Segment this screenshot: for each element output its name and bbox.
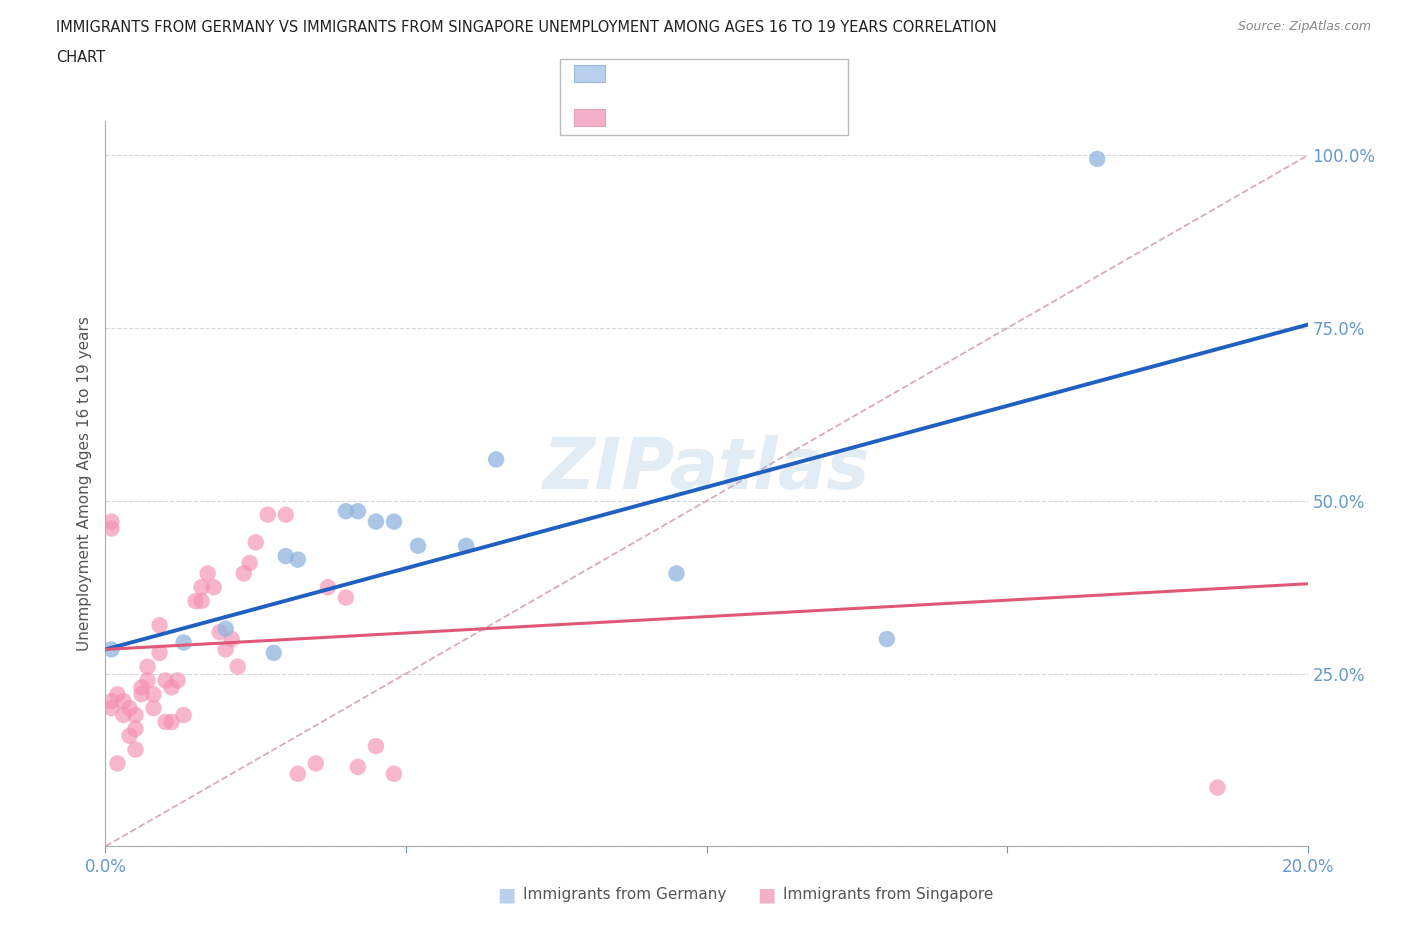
Point (148, 645, 170, 660)
Point (131, 687, 153, 702)
Point (100, 700, 122, 715)
Point (142, 687, 165, 702)
Y-axis label: Unemployment Among Ages 16 to 19 years: Unemployment Among Ages 16 to 19 years (76, 316, 91, 651)
Point (287, 552, 309, 567)
Text: N =: N = (700, 110, 747, 125)
Point (118, 700, 141, 715)
Point (364, 738, 387, 753)
Point (263, 645, 285, 660)
Point (100, 642, 122, 657)
Point (214, 642, 236, 657)
Point (100, 521, 122, 536)
Text: Immigrants from Germany: Immigrants from Germany (523, 887, 727, 902)
Text: 49: 49 (745, 110, 768, 125)
Point (131, 680, 153, 695)
Point (142, 700, 165, 715)
Point (226, 659, 249, 674)
Point (454, 538, 477, 553)
Point (287, 766, 309, 781)
Point (100, 514, 122, 529)
Point (173, 708, 195, 723)
Point (406, 538, 429, 553)
Point (160, 714, 183, 729)
Point (221, 631, 243, 646)
Point (160, 680, 183, 695)
Text: ZIPatlas: ZIPatlas (543, 434, 870, 503)
Point (112, 708, 135, 723)
Point (316, 579, 339, 594)
Text: 0.513: 0.513 (650, 66, 700, 81)
Point (112, 694, 135, 709)
Text: ■: ■ (496, 885, 516, 904)
Point (173, 635, 195, 650)
Point (876, 631, 898, 646)
Point (197, 566, 219, 581)
Point (155, 714, 177, 729)
Point (202, 579, 225, 594)
Text: Immigrants from Singapore: Immigrants from Singapore (783, 887, 994, 902)
Text: R =: R = (616, 110, 651, 125)
Point (274, 549, 297, 564)
Point (335, 591, 357, 605)
Point (118, 728, 141, 743)
Point (335, 504, 357, 519)
Point (347, 760, 370, 775)
Point (305, 756, 328, 771)
Point (155, 673, 177, 688)
Point (100, 694, 122, 709)
Point (382, 514, 405, 529)
Point (382, 766, 405, 781)
Point (136, 659, 159, 674)
Point (364, 514, 387, 529)
Point (665, 566, 688, 581)
Point (184, 593, 207, 608)
Point (485, 452, 508, 467)
Text: 0.336: 0.336 (650, 110, 700, 125)
Text: 16: 16 (745, 66, 768, 81)
Point (256, 507, 278, 522)
Point (124, 722, 146, 737)
Text: IMMIGRANTS FROM GERMANY VS IMMIGRANTS FROM SINGAPORE UNEMPLOYMENT AMONG AGES 16 : IMMIGRANTS FROM GERMANY VS IMMIGRANTS FR… (56, 20, 997, 35)
Point (107, 756, 129, 771)
Text: ■: ■ (756, 885, 776, 904)
Point (274, 507, 297, 522)
Point (245, 535, 267, 550)
Point (148, 618, 170, 632)
Point (136, 673, 159, 688)
Text: CHART: CHART (56, 50, 105, 65)
Text: N =: N = (700, 66, 747, 81)
Point (124, 742, 146, 757)
Text: Source: ZipAtlas.com: Source: ZipAtlas.com (1237, 20, 1371, 33)
Point (214, 621, 236, 636)
Point (1206, 780, 1229, 795)
Text: R =: R = (616, 66, 651, 81)
Point (190, 593, 212, 608)
Point (124, 708, 146, 723)
Point (1085, 152, 1108, 166)
Point (166, 673, 188, 688)
Point (239, 555, 262, 570)
Point (107, 687, 129, 702)
Point (232, 566, 254, 581)
Point (347, 504, 370, 519)
Point (208, 625, 231, 640)
Point (190, 579, 212, 594)
